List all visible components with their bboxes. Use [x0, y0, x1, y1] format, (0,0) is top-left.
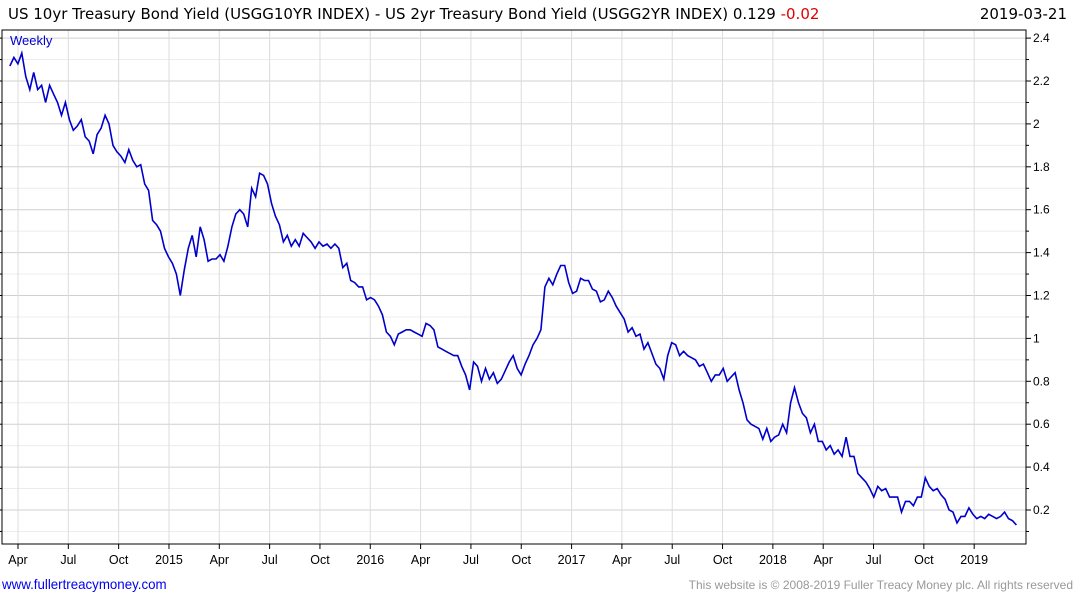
x-tick-label: 2018	[759, 553, 787, 567]
x-tick-label: Oct	[914, 553, 934, 567]
x-tick-label: 2019	[960, 553, 988, 567]
x-tick-label: 2015	[155, 553, 183, 567]
x-tick-label: 2016	[356, 553, 384, 567]
x-tick-label: Apr	[8, 553, 27, 567]
x-tick-label: Oct	[310, 553, 330, 567]
x-tick-label: Apr	[411, 553, 430, 567]
x-tick-label: Jul	[664, 553, 680, 567]
y-tick-label: 0.6	[1033, 417, 1050, 431]
y-tick-label: 1.6	[1033, 203, 1050, 217]
y-tick-label: 1	[1033, 331, 1040, 345]
x-tick-label: Jul	[262, 553, 278, 567]
y-tick-label: 0.8	[1033, 374, 1050, 388]
x-tick-label: Jul	[866, 553, 882, 567]
y-tick-label: 1.2	[1033, 289, 1050, 303]
y-tick-label: 0.2	[1033, 503, 1050, 517]
y-tick-label: 2.4	[1033, 31, 1050, 45]
x-tick-label: Apr	[210, 553, 229, 567]
x-tick-label: Jul	[463, 553, 479, 567]
x-tick-label: Oct	[713, 553, 733, 567]
x-tick-label: Apr	[612, 553, 631, 567]
frequency-label: Weekly	[10, 33, 53, 48]
title-text: US 10yr Treasury Bond Yield (USGG10YR IN…	[8, 5, 729, 23]
x-tick-label: Apr	[813, 553, 832, 567]
chart-date: 2019-03-21	[979, 5, 1067, 23]
y-tick-label: 0.4	[1033, 460, 1050, 474]
chart-title: US 10yr Treasury Bond Yield (USGG10YR IN…	[8, 5, 819, 23]
x-tick-label: 2017	[558, 553, 586, 567]
y-tick-label: 2	[1033, 117, 1040, 131]
y-tick-label: 2.2	[1033, 74, 1050, 88]
x-tick-label: Oct	[512, 553, 532, 567]
yield-spread-line	[9, 49, 1017, 526]
y-tick-label: 1.8	[1033, 160, 1050, 174]
y-tick-label: 1.4	[1033, 246, 1050, 260]
x-tick-label: Jul	[60, 553, 76, 567]
copyright-text: This website is © 2008-2019 Fuller Treac…	[688, 578, 1073, 592]
last-value: 0.129	[732, 5, 776, 23]
plot-frame	[1, 29, 1027, 545]
change-value: -0.02	[780, 5, 820, 23]
site-link[interactable]: www.fullertreacymoney.com	[2, 576, 167, 592]
x-tick-label: Oct	[109, 553, 129, 567]
